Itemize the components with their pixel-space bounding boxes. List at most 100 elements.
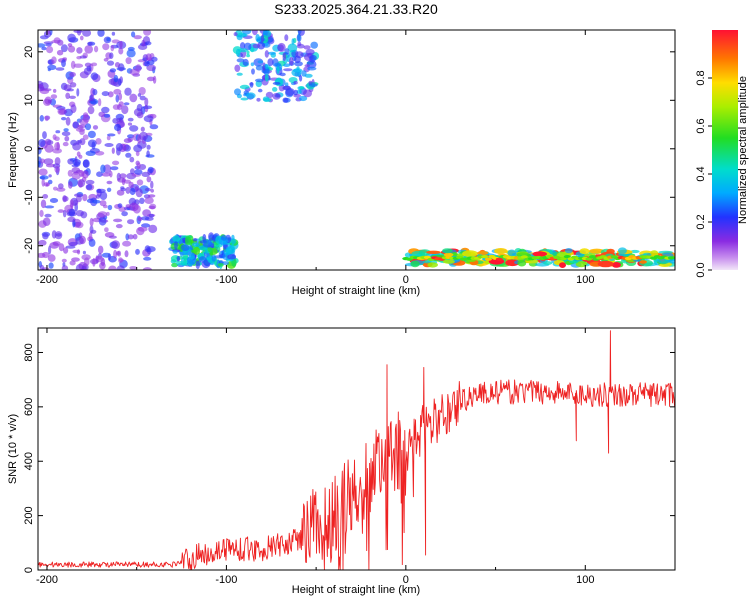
chart-title: S233.2025.364.21.33.R20 [274,1,438,17]
spectral-blob [104,143,114,147]
spectral-blob [272,87,278,92]
spectral-blob [139,131,148,141]
spectral-blob [233,32,238,37]
spectral-blob [272,81,281,85]
spectral-blob [97,98,102,107]
spectral-blob [129,156,135,163]
y-tick-label: -20 [23,238,35,254]
spectral-blob [180,244,190,251]
spectral-blob [84,62,92,68]
spectral-blob [42,131,47,140]
snr-axes: -200 -100 0 100 0 200 400 600 800 [23,328,676,586]
spectral-blob [63,247,69,254]
spectral-blob [88,238,96,247]
spectral-blob [68,208,76,217]
spectral-blob [143,30,152,36]
spectral-blob [55,67,65,71]
spectral-blob [69,95,76,100]
spectral-blob [56,141,60,151]
spectral-blob [217,263,224,267]
spectral-blob [90,72,99,80]
spectral-blob [257,60,264,64]
spectral-blob [191,242,201,247]
spectral-blob [83,112,89,118]
spectral-blob [146,176,152,183]
spectral-blob [289,56,294,66]
spectral-blob [110,166,119,171]
spectral-blob [283,68,293,72]
spectral-blob [185,236,191,245]
spectral-blob [99,200,107,207]
spectral-blob [67,169,73,177]
spectral-blob [51,230,57,239]
spectral-blob [73,30,83,33]
spectral-blob [264,50,269,58]
y-tick-label: 600 [23,398,35,416]
spectrogram-x-axis-title: Height of straight line (km) [292,285,420,297]
spectral-blob [240,42,246,50]
spectral-blob [277,42,286,52]
x-tick-label: 100 [576,574,594,586]
spectral-blob [53,88,57,93]
spectral-blob [141,171,150,177]
x-tick-label: 100 [576,274,594,286]
spectral-blob [82,194,88,202]
spectral-blob [291,68,302,77]
spectral-blob [427,262,439,268]
y-tick-label: 200 [23,506,35,524]
spectral-blob [267,51,276,55]
spectral-blob [103,113,111,118]
spectral-blob [101,252,111,258]
spectral-blob [559,262,566,268]
spectral-blob [43,41,54,45]
spectral-blob [142,267,153,270]
spectral-blob [147,166,154,174]
spectral-blob [477,251,489,255]
spectral-blob [44,213,52,218]
spectral-blob [79,138,86,146]
spectral-blob [207,246,213,253]
spectral-blob [100,164,106,174]
spectral-blob [298,30,305,36]
spectral-blob [291,38,295,45]
spectral-blob [54,165,60,173]
spectral-blob [172,235,180,243]
spectrogram-feature [402,247,675,268]
spectral-blob [111,31,116,36]
colorbar-gradient [712,30,738,270]
spectrogram-feature [38,30,159,270]
spectral-blob [121,105,129,115]
spectral-blob [123,102,130,106]
spectral-blob [125,186,131,194]
spectral-blob [44,205,55,209]
spectral-blob [39,264,45,270]
spectral-blob [69,72,76,77]
spectral-blob [246,92,256,99]
spectral-blob [43,182,50,187]
spectral-blob [442,259,455,264]
spectral-blob [79,118,89,126]
spectral-blob [462,250,478,257]
spectral-blob [141,223,151,228]
spectral-blob [45,43,52,47]
spectral-blob [242,58,249,67]
spectral-blob [274,62,282,67]
spectral-blob [75,221,84,229]
spectral-blob [87,139,97,148]
spectral-blob [144,187,151,192]
spectral-blob [117,78,122,86]
spectral-blob [94,151,105,156]
spectral-blob [303,89,312,98]
spectral-blob [69,260,76,266]
spectral-blob [109,52,114,59]
spectral-blob [84,257,90,266]
colorbar-tick-label: 0.2 [695,214,707,229]
spectral-blob [69,199,74,208]
spectral-blob [127,117,134,122]
spectrogram-marks [38,30,675,270]
spectral-blob [87,106,95,115]
spectral-blob [57,108,67,116]
spectral-blob [125,57,132,65]
spectral-blob [305,49,315,55]
spectral-blob [517,259,527,267]
